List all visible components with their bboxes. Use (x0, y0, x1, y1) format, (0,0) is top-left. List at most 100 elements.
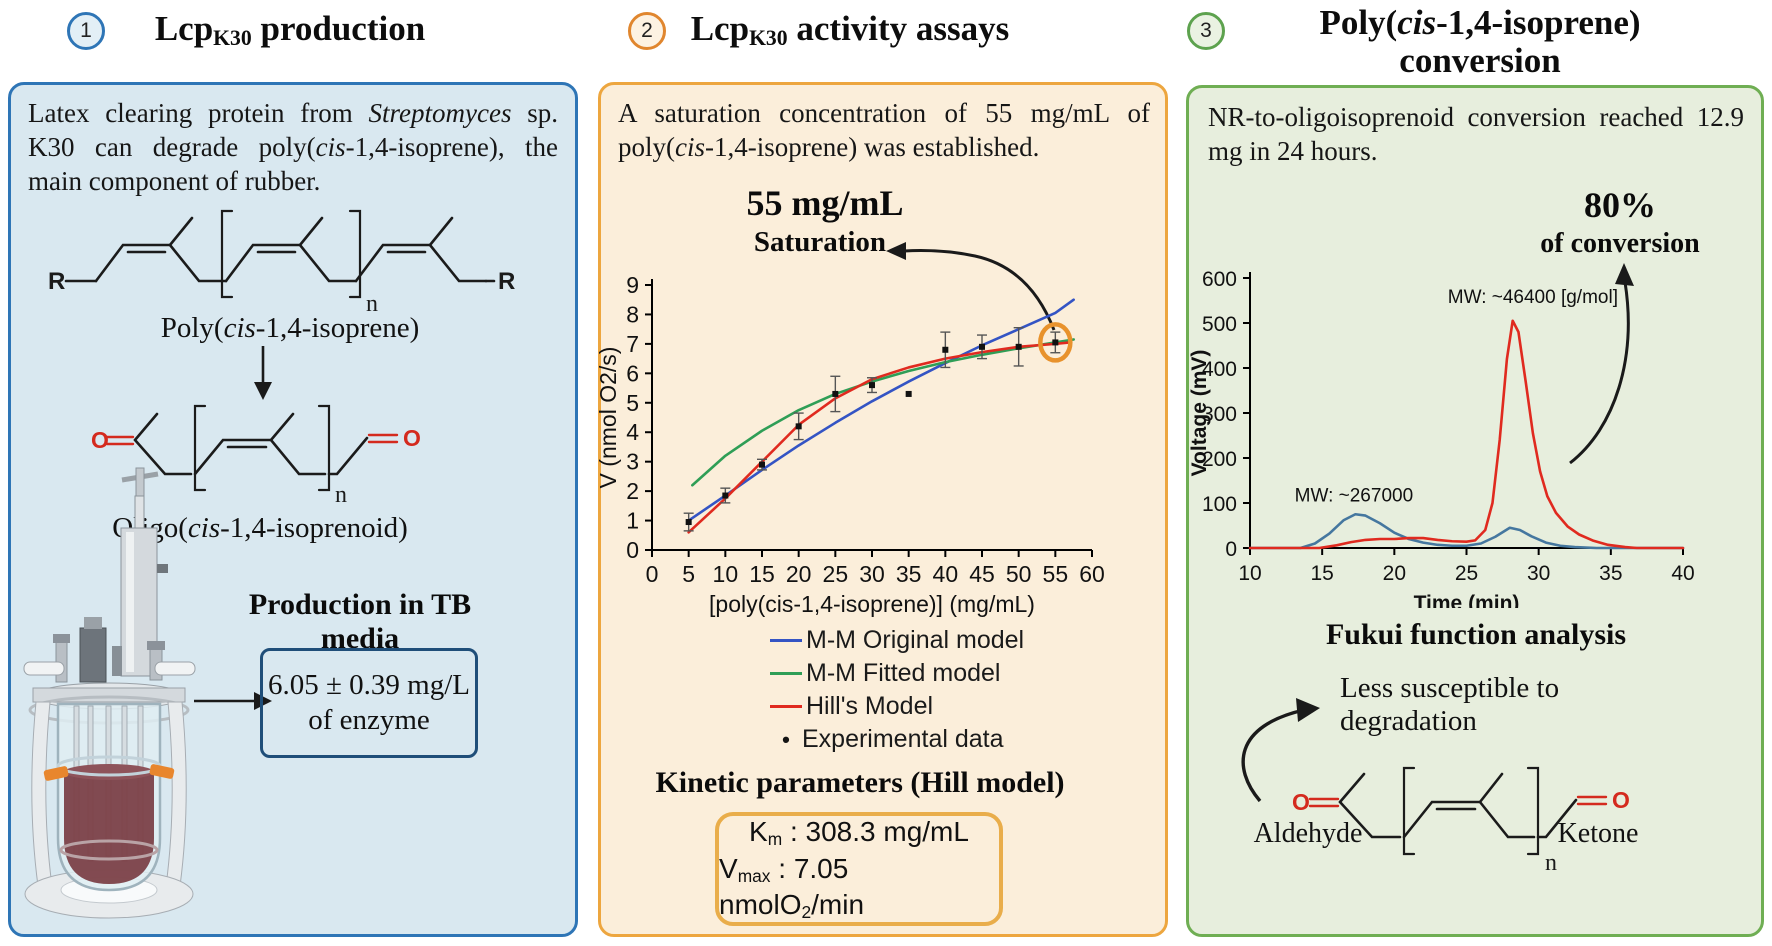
enzyme-yield-value: 6.05 ± 0.39 mg/L (268, 668, 470, 701)
legend-dot-swatch: • (782, 726, 790, 752)
tb-media-heading: Production in TB media (248, 588, 472, 655)
legend-line-swatch (770, 639, 802, 642)
svg-text:30: 30 (859, 561, 885, 587)
svg-text:20: 20 (1383, 562, 1406, 585)
ketone-label: Ketone (1558, 818, 1639, 849)
svg-text:2: 2 (626, 478, 639, 504)
legend-label: Hill's Model (806, 692, 934, 720)
svg-text:7: 7 (626, 331, 639, 357)
svg-text:200: 200 (1202, 448, 1237, 471)
saturation-annotation-arrow (886, 242, 1056, 331)
polyisoprene-label: Poly(cis-1,4-isoprene) (160, 312, 420, 344)
legend-item: M-M Original model (770, 624, 1024, 657)
panel-3-title: Poly(cis-1,4-isoprene) conversion (1319, 3, 1641, 80)
legend-item: Hill's Model (770, 690, 1024, 723)
svg-text:15: 15 (1310, 562, 1333, 585)
svg-text:0: 0 (1225, 538, 1237, 561)
svg-text:100: 100 (1202, 493, 1237, 516)
svg-text:35: 35 (1599, 562, 1622, 585)
oligoisoprenoid-label: Oligo(cis-1,4-isoprenoid) (112, 512, 408, 544)
svg-text:25: 25 (823, 561, 849, 587)
svg-text:10: 10 (713, 561, 739, 587)
svg-text:O: O (403, 425, 421, 451)
svg-text:40: 40 (1671, 562, 1694, 585)
degradation-arrow (254, 346, 272, 400)
svg-text:1: 1 (626, 508, 639, 534)
svg-text:45: 45 (969, 561, 995, 587)
step-2-number: 2 (641, 19, 653, 42)
svg-text:R: R (498, 268, 515, 295)
svg-text:0: 0 (646, 561, 659, 587)
svg-text:4: 4 (626, 419, 639, 445)
svg-text:30: 30 (1527, 562, 1550, 585)
yield-arrow (194, 692, 272, 710)
oligoisoprenoid-structure: O n O (91, 404, 421, 507)
fukui-annotation-arrow (1241, 698, 1320, 803)
svg-text:60: 60 (1079, 561, 1105, 587)
svg-text:R: R (48, 268, 65, 295)
fukui-heading: Fukui function analysis (1325, 618, 1627, 651)
svg-text:35: 35 (896, 561, 922, 587)
panel-3-summary: NR-to-oligoisoprenoid conversion reached… (1208, 102, 1744, 167)
svg-text:O: O (1612, 787, 1630, 813)
saturation-label: Saturation (753, 226, 887, 258)
fukui-structure: O n O Aldehyde Ketone (1254, 766, 1639, 876)
svg-text:55: 55 (1043, 561, 1069, 587)
conversion-label: of conversion (1540, 228, 1700, 259)
step-3-badge: 3 (1187, 12, 1225, 50)
svg-text:6: 6 (626, 360, 639, 386)
svg-text:400: 400 (1202, 358, 1237, 381)
bioreactor-illustration (23, 467, 196, 919)
svg-text:500: 500 (1202, 313, 1237, 336)
svg-text:n: n (1545, 850, 1557, 876)
vmax-value: Vmax : 7.05 nmolO2/min (719, 852, 865, 923)
svg-text:Voltage (mV): Voltage (mV) (1188, 350, 1211, 477)
svg-text:0: 0 (626, 537, 639, 563)
svg-text:V (nmol O2/s): V (nmol O2/s) (598, 347, 621, 489)
legend-label: M-M Fitted model (806, 659, 1001, 687)
step-2-badge: 2 (628, 12, 666, 50)
step-3-number: 3 (1200, 19, 1212, 42)
kinetic-parameters-heading: Kinetic parameters (Hill model) (655, 766, 1065, 799)
svg-text:MW: ~267000: MW: ~267000 (1295, 486, 1413, 507)
legend-item: • Experimental data (770, 723, 1024, 756)
panel-conversion (1186, 85, 1764, 937)
svg-text:25: 25 (1455, 562, 1478, 585)
svg-text:5: 5 (682, 561, 695, 587)
step-1-number: 1 (80, 19, 92, 42)
svg-text:Time (min): Time (min) (1414, 592, 1520, 608)
conversion-annotation-arrow (1569, 263, 1634, 465)
svg-text:15: 15 (749, 561, 775, 587)
legend-line-swatch (770, 672, 802, 675)
panel-1-title: LcpK30 production (154, 9, 426, 50)
kinetics-chart-legend: M-M Original model M-M Fitted model Hill's… (770, 624, 1024, 756)
km-value: Km : 308.3 mg/mL (749, 816, 969, 850)
svg-text:5: 5 (626, 390, 639, 416)
kinetic-parameters-box: Km : 308.3 mg/mL Vmax : 7.05 nmolO2/min (715, 812, 1003, 926)
legend-label: M-M Original model (806, 626, 1025, 654)
svg-text:10: 10 (1238, 562, 1261, 585)
enzyme-yield-box: 6.05 ± 0.39 mg/L of enzyme (260, 648, 478, 758)
legend-item: M-M Fitted model (770, 657, 1024, 690)
conversion-value: 80% (1584, 185, 1656, 225)
aldehyde-label: Aldehyde (1254, 818, 1363, 849)
svg-text:n: n (366, 291, 378, 317)
svg-text:20: 20 (786, 561, 812, 587)
svg-text:40: 40 (933, 561, 959, 587)
legend-line-swatch (770, 705, 802, 708)
panel-1-summary: Latex clearing protein from Streptomyces… (28, 98, 558, 197)
degradation-note: Less susceptible to degradation (1340, 672, 1560, 738)
svg-text:3: 3 (626, 449, 639, 475)
svg-text:8: 8 (626, 301, 639, 327)
panel-2-title: LcpK30 activity assays (690, 9, 1010, 50)
kinetics-chart: 0 5 10 15 20 25 30 35 40 45 50 55 600123456789[poly(… (598, 272, 1105, 617)
svg-text:n: n (335, 482, 347, 507)
saturation-value: 55 mg/mL (746, 183, 904, 223)
panel-2-summary: A saturation concentration of 55 mg/mL o… (618, 98, 1150, 163)
svg-text:50: 50 (1006, 561, 1032, 587)
svg-text:9: 9 (626, 272, 639, 298)
panel-activity-assays (598, 82, 1168, 937)
svg-text:300: 300 (1202, 403, 1237, 426)
